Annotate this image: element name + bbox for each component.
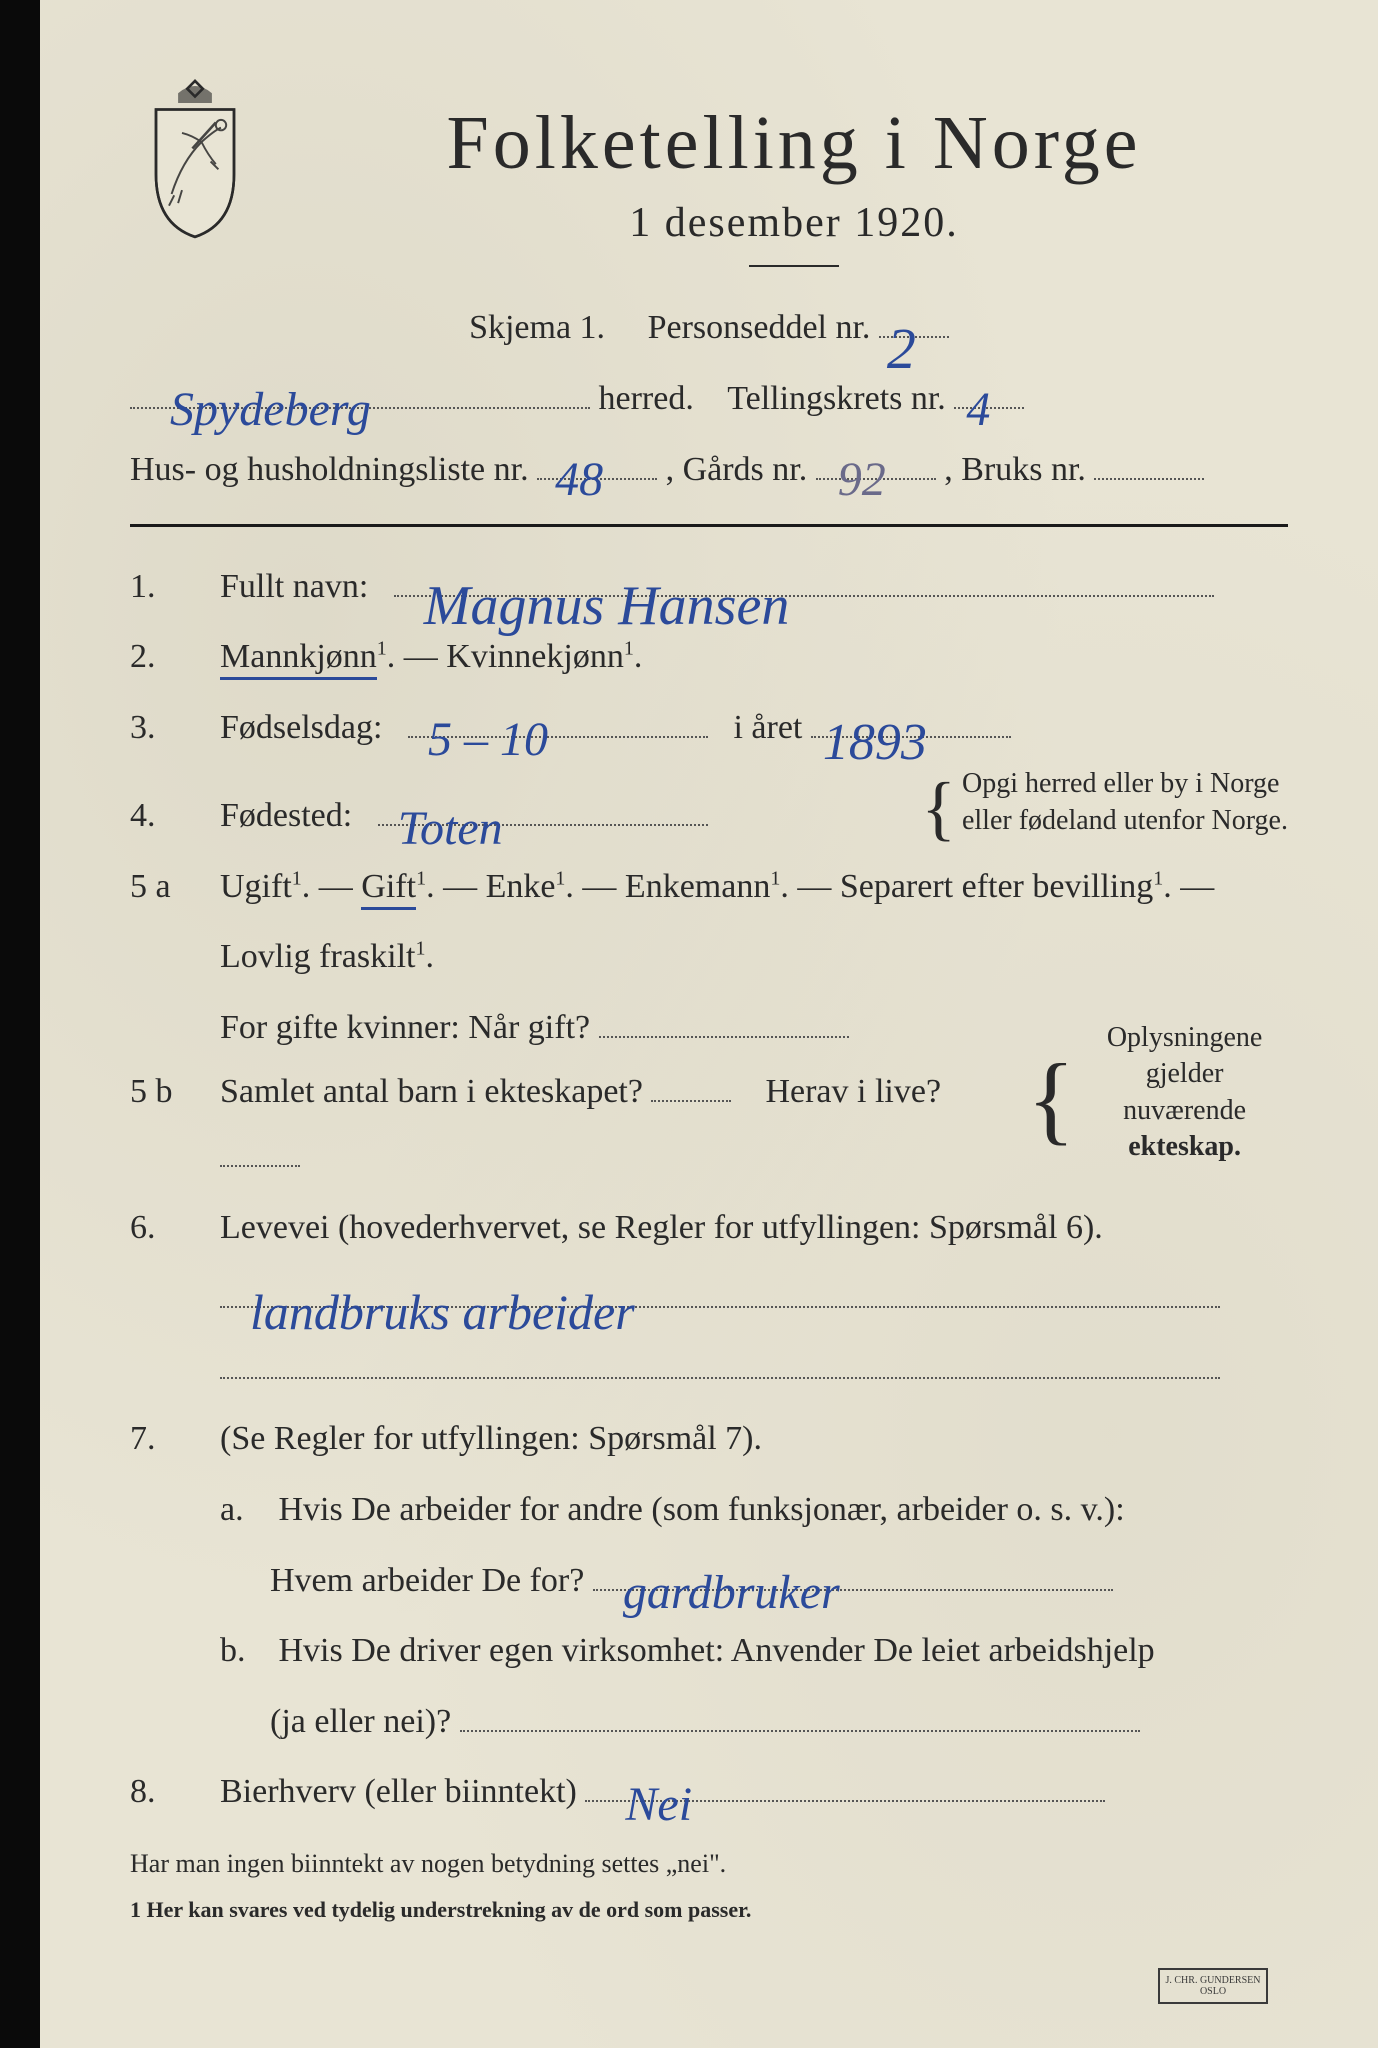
q7-num: 7. [130, 1407, 220, 1472]
printer-stamp: J. CHR. GUNDERSENOSLO [1158, 1968, 1268, 2004]
bruks-label: Bruks nr. [961, 451, 1086, 488]
q7a-text1: Hvis De arbeider for andre (som funksjon… [279, 1491, 1125, 1528]
q6-num: 6. [130, 1196, 220, 1261]
q5a-gift: Gift [361, 868, 416, 910]
q3-num: 3. [130, 696, 220, 761]
form-body: Skjema 1. Personseddel nr. 2 Spydeberg h… [130, 297, 1288, 1923]
q2-female: Kvinnekjønn [446, 638, 624, 675]
q7a: a. Hvis De arbeider for andre (som funks… [130, 1478, 1288, 1543]
meta-line-3: Hus- og husholdningsliste nr. 48 , Gårds… [130, 439, 1288, 502]
q4-label: Fødested: [220, 797, 352, 834]
q8-label: Bierhverv (eller biinntekt) [220, 1773, 577, 1810]
q7: 7. (Se Regler for utfyllingen: Spørsmål … [130, 1407, 1288, 1472]
meta-line-2: Spydeberg herred. Tellingskrets nr. 4 [130, 368, 1288, 431]
tellingskrets-label: Tellingskrets nr. [727, 380, 946, 417]
husliste-value: 48 [555, 436, 603, 525]
q2-male: Mannkjønn [220, 638, 377, 680]
q3: 3. Fødselsdag: 5 – 10 i året 1893 [130, 696, 1288, 761]
q7b-text2: (ja eller nei)? [270, 1703, 451, 1740]
q3-year-label: i året [733, 709, 802, 746]
q5a-num: 5 a [130, 855, 220, 920]
q6: 6. Levevei (hovederhvervet, se Regler fo… [130, 1196, 1288, 1261]
q1: 1. Fullt navn: Magnus Hansen [130, 555, 1288, 620]
title-block: Folketelling i Norge 1 desember 1920. [300, 60, 1288, 267]
personseddel-label: Personseddel nr. [648, 309, 871, 346]
q1-num: 1. [130, 555, 220, 620]
census-form-page: Folketelling i Norge 1 desember 1920. Sk… [40, 0, 1378, 2048]
q7a-num: a. [220, 1478, 270, 1543]
q5b: 5 b For gifte kvinner: Når gift? Samlet … [130, 996, 1288, 1190]
q4-note: { Opgi herred eller by i Norge eller fød… [921, 766, 1288, 839]
section-rule [130, 524, 1288, 527]
footnote-2: 1 Her kan svares ved tydelig understrekn… [130, 1897, 1288, 1923]
skjema-label: Skjema 1. [469, 309, 605, 346]
q5b-label2: Samlet antal barn i ekteskapet? [220, 1073, 643, 1110]
q6-value-row: landbruks arbeider [130, 1266, 1288, 1331]
q4: 4. Fødested: Toten { Opgi herred eller b… [130, 766, 1288, 848]
q5b-label3: Herav i live? [765, 1073, 941, 1110]
q7b-num: b. [220, 1619, 270, 1684]
gards-label: Gårds nr. [683, 451, 808, 488]
main-title: Folketelling i Norge [300, 100, 1288, 187]
q7b-2: (ja eller nei)? [130, 1690, 1288, 1755]
q5a-cont: Lovlig fraskilt1. [130, 925, 1288, 990]
page-left-margin [0, 0, 40, 2048]
q5a-fraskilt: Lovlig fraskilt [220, 938, 415, 975]
husliste-label: Hus- og husholdningsliste nr. [130, 451, 529, 488]
q7b: b. Hvis De driver egen virksomhet: Anven… [130, 1619, 1288, 1684]
q8: 8. Bierhverv (eller biinntekt) Nei [130, 1760, 1288, 1825]
q5b-note: { Oplysningene gjelder nuværende ekteska… [1027, 1020, 1288, 1166]
title-rule [749, 265, 839, 267]
q2: 2. Mannkjønn1. — Kvinnekjønn1. [130, 625, 1288, 690]
q7-intro: (Se Regler for utfyllingen: Spørsmål 7). [220, 1420, 762, 1457]
q6-label: Levevei (hovederhvervet, se Regler for u… [220, 1209, 1103, 1246]
header: Folketelling i Norge 1 desember 1920. [130, 60, 1288, 267]
coat-of-arms-icon [130, 70, 260, 240]
q2-num: 2. [130, 625, 220, 690]
q7a-text2: Hvem arbeider De for? [270, 1562, 584, 1599]
q5a: 5 a Ugift1. — Gift1. — Enke1. — Enkemann… [130, 855, 1288, 920]
q8-num: 8. [130, 1760, 220, 1825]
meta-line-1: Skjema 1. Personseddel nr. 2 [130, 297, 1288, 360]
q5a-ugift: Ugift [220, 868, 292, 905]
q1-label: Fullt navn: [220, 568, 368, 605]
herred-label: herred. [599, 380, 694, 417]
q4-num: 4. [130, 784, 220, 849]
q5a-separert: Separert efter bevilling [840, 868, 1153, 905]
q8-value: Nei [625, 1759, 692, 1850]
q3-label: Fødselsdag: [220, 709, 382, 746]
gards-value: 92 [838, 436, 886, 525]
subtitle-date: 1 desember 1920. [300, 199, 1288, 247]
q5a-enkemann: Enkemann [625, 868, 770, 905]
q7b-text1: Hvis De driver egen virksomhet: Anvender… [279, 1632, 1155, 1669]
q5b-label1: For gifte kvinner: Når gift? [220, 1009, 590, 1046]
q7a-2: Hvem arbeider De for? gardbruker [130, 1549, 1288, 1614]
q5a-enke: Enke [486, 868, 556, 905]
q5b-num: 5 b [130, 1060, 220, 1125]
q6-blank [130, 1337, 1288, 1402]
footnote-1: Har man ingen biinntekt av nogen betydni… [130, 1849, 1288, 1879]
